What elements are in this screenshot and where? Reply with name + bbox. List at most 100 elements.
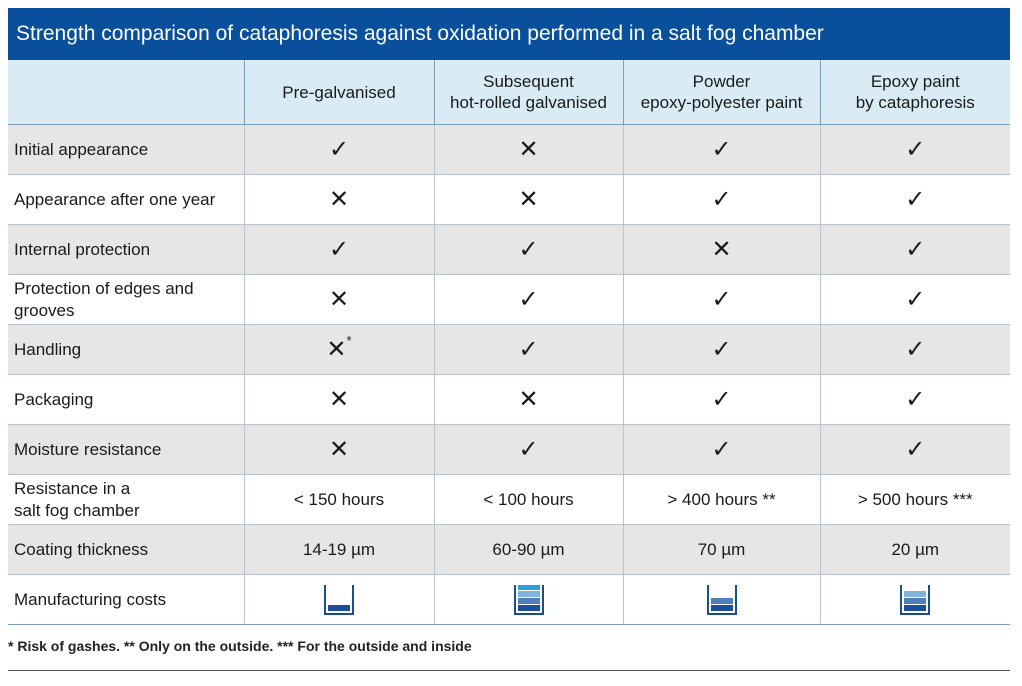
table-cell: ✓ bbox=[622, 274, 820, 325]
check-icon: ✓ bbox=[518, 235, 539, 263]
table-row: Internal protection ✓ ✓ ✕ ✓ bbox=[8, 224, 1010, 275]
row-label: Initial appearance bbox=[8, 124, 244, 175]
cost-gauge-icon bbox=[324, 584, 354, 615]
column-header-line2: hot-rolled galvanised bbox=[450, 93, 607, 112]
cost-gauge-segment bbox=[517, 604, 540, 611]
check-icon: ✓ bbox=[711, 185, 732, 213]
row-label: Packaging bbox=[8, 374, 244, 425]
table-cell: ✓ bbox=[622, 424, 820, 475]
cell-value: 14-19 µm bbox=[302, 539, 376, 559]
column-header-powder-paint: Powder epoxy-polyester paint bbox=[622, 60, 820, 125]
check-icon: ✓ bbox=[711, 385, 732, 413]
column-header-line1: Pre-galvanised bbox=[282, 82, 396, 102]
cross-icon: ✕ bbox=[328, 435, 350, 463]
cross-icon: ✕ bbox=[518, 135, 539, 163]
table-cell: ✓ bbox=[819, 424, 1010, 475]
table-cell: ✓ bbox=[433, 224, 623, 275]
table-cell bbox=[819, 574, 1010, 625]
footnote: * Risk of gashes. ** Only on the outside… bbox=[8, 638, 472, 654]
check-icon: ✓ bbox=[905, 135, 926, 163]
table-cell: 70 µm bbox=[622, 524, 820, 575]
table-cell: ✓ bbox=[622, 324, 820, 375]
table-row: Moisture resistance ✕ ✓ ✓ ✓ bbox=[8, 424, 1010, 475]
cost-gauge-icon bbox=[900, 584, 931, 615]
cost-gauge-segment bbox=[904, 590, 927, 597]
table-cell: ✓ bbox=[819, 124, 1010, 175]
table-cell: ✓ bbox=[433, 424, 623, 475]
row-label: Protection of edges and grooves bbox=[8, 274, 244, 325]
cross-icon: ✕ bbox=[518, 185, 539, 213]
cell-value: 20 µm bbox=[891, 539, 940, 559]
table-cell: < 150 hours bbox=[243, 474, 434, 525]
table-cell: ✓ bbox=[819, 374, 1010, 425]
table-cell: 60-90 µm bbox=[433, 524, 623, 575]
table-row: Appearance after one year ✕ ✕ ✓ ✓ bbox=[8, 174, 1010, 225]
cost-gauge-icon bbox=[513, 584, 544, 615]
cost-gauge-segment bbox=[710, 597, 733, 604]
table-cell: ✓ bbox=[622, 124, 820, 175]
table-cell: ✓ bbox=[433, 274, 623, 325]
check-icon: ✓ bbox=[518, 435, 539, 463]
table-cell: ✓ bbox=[243, 224, 434, 275]
table-cell: > 500 hours *** bbox=[819, 474, 1010, 525]
table-cell: ✕ bbox=[622, 224, 820, 275]
check-icon: ✓ bbox=[905, 435, 926, 463]
table-cell: 14-19 µm bbox=[243, 524, 434, 575]
cost-gauge-segment bbox=[904, 604, 927, 611]
row-label: Handling bbox=[8, 324, 244, 375]
column-header-line2: by cataphoresis bbox=[855, 93, 975, 112]
cost-gauge-icon bbox=[706, 584, 737, 615]
table-row: Resistance in a salt fog chamber < 150 ho… bbox=[8, 474, 1010, 525]
table-row: Handling ✕* ✓ ✓ ✓ bbox=[8, 324, 1010, 375]
column-header-cataphoresis: Epoxy paint by cataphoresis bbox=[819, 60, 1010, 125]
table-cell: ✕ bbox=[243, 424, 434, 475]
table-cell bbox=[433, 574, 623, 625]
table-body: Initial appearance ✓ ✕ ✓ ✓ Appearance after o… bbox=[8, 124, 1010, 625]
cost-gauge-segment bbox=[517, 591, 540, 597]
cell-value: 70 µm bbox=[697, 539, 746, 559]
row-label: Appearance after one year bbox=[8, 174, 244, 225]
table-cell: ✕ bbox=[243, 174, 434, 225]
cell-value: < 150 hours bbox=[293, 489, 385, 509]
table-cell: ✓ bbox=[819, 224, 1010, 275]
table-cell bbox=[243, 574, 434, 625]
table-cell: ✕ bbox=[243, 274, 434, 325]
table-cell: > 400 hours ** bbox=[622, 474, 820, 525]
cell-value: 60-90 µm bbox=[492, 539, 565, 559]
table-cell: ✓ bbox=[819, 274, 1010, 325]
cross-icon: ✕ bbox=[328, 285, 350, 313]
check-icon: ✓ bbox=[905, 335, 926, 363]
table-row: Coating thickness 14-19 µm 60-90 µm 70 µm 20… bbox=[8, 524, 1010, 575]
comparison-table: Pre-galvanised Subsequent hot-rolled gal… bbox=[8, 60, 1010, 625]
cross-icon: ✕ bbox=[328, 185, 350, 213]
table-title: Strength comparison of cataphoresis agai… bbox=[8, 8, 1010, 60]
check-icon: ✓ bbox=[711, 435, 732, 463]
table-row: Packaging ✕ ✕ ✓ ✓ bbox=[8, 374, 1010, 425]
table-cell: ✓ bbox=[433, 324, 623, 375]
cost-gauge-segment bbox=[517, 584, 540, 591]
row-label: Resistance in a salt fog chamber bbox=[8, 474, 244, 525]
row-label: Moisture resistance bbox=[8, 424, 244, 475]
table-cell bbox=[622, 574, 820, 625]
cell-value: > 500 hours *** bbox=[857, 489, 973, 509]
column-header-hot-rolled-galvanised: Subsequent hot-rolled galvanised bbox=[433, 60, 623, 125]
check-icon: ✓ bbox=[328, 235, 350, 263]
check-icon: ✓ bbox=[711, 135, 732, 163]
column-header-line1: Epoxy paint bbox=[870, 72, 960, 91]
cost-gauge-segment bbox=[904, 597, 927, 604]
cross-icon: ✕ bbox=[326, 335, 347, 363]
row-label: Coating thickness bbox=[8, 524, 244, 575]
check-icon: ✓ bbox=[711, 335, 732, 363]
footnote-marker: * bbox=[346, 333, 352, 348]
cost-gauge-segment bbox=[328, 604, 350, 611]
header-row: Pre-galvanised Subsequent hot-rolled gal… bbox=[8, 60, 1010, 125]
table-row: Initial appearance ✓ ✕ ✓ ✓ bbox=[8, 124, 1010, 175]
check-icon: ✓ bbox=[518, 335, 539, 363]
header-corner bbox=[8, 60, 244, 125]
cost-gauge-segment bbox=[517, 598, 540, 604]
bottom-divider bbox=[8, 670, 1010, 671]
cross-icon: ✕ bbox=[518, 385, 539, 413]
column-header-line2: epoxy-polyester paint bbox=[640, 93, 803, 112]
check-icon: ✓ bbox=[711, 285, 732, 313]
table-cell: ✓ bbox=[622, 174, 820, 225]
